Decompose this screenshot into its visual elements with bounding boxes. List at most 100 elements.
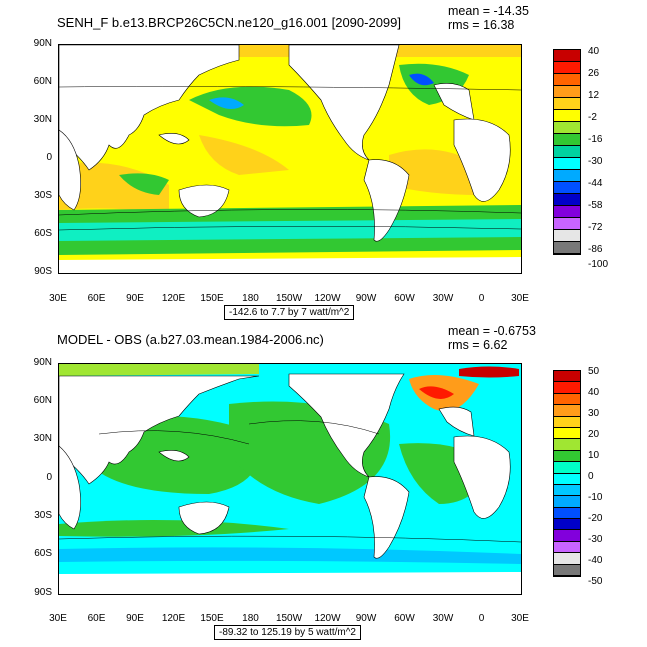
colorbar-label: -100 [588, 259, 609, 270]
colorbar-swatch [554, 371, 580, 383]
colorbar-label: 40 [588, 387, 600, 398]
gulf-stream-core [409, 73, 434, 86]
x-tick-label: 30E [511, 293, 529, 304]
x-tick-label: 60W [394, 613, 415, 624]
colorbar-swatch [554, 122, 580, 134]
colorbar-swatch [554, 134, 580, 146]
colorbar-label: -16 [588, 134, 603, 145]
colorbar-swatch [554, 553, 580, 565]
map-field [59, 364, 521, 594]
colorbar-swatch [554, 146, 580, 158]
x-tick-label: 90W [355, 293, 377, 304]
colorbar-label: -10 [588, 492, 603, 503]
southern-green [59, 520, 289, 537]
y-tick-label: 60N [33, 395, 52, 406]
x-tick-label: 30W [432, 613, 454, 624]
map-field [59, 45, 521, 273]
colorbar-label: 12 [588, 90, 600, 101]
x-tick-label: 120E [161, 293, 186, 304]
y-tick-label: 60S [34, 548, 52, 559]
colorbar-swatch [554, 110, 580, 122]
x-tick-label: 150E [200, 293, 224, 304]
colorbar-label: 0 [588, 471, 594, 482]
colorbar-swatch [554, 484, 580, 497]
mean-stat: mean = -14.35 [448, 4, 529, 18]
colorbar-swatch [554, 439, 580, 451]
x-tick-label: 120W [314, 293, 341, 304]
colorbar-swatch [554, 473, 580, 485]
chart-title: MODEL - OBS (a.b27.03.mean.1984-2006.nc) [57, 332, 324, 347]
chart-title: SENH_F b.e13.BRCP26C5CN.ne120_g16.001 [2… [57, 15, 402, 30]
colorbar-swatch [554, 194, 580, 206]
y-tick-label: 60S [34, 228, 52, 239]
colorbar [553, 370, 581, 578]
y-tick-label: 30N [33, 433, 52, 444]
x-tick-label: 90W [355, 613, 377, 624]
y-tick-label: 30N [33, 114, 52, 125]
kuroshio-core [209, 97, 244, 109]
contour-line [98, 430, 250, 445]
colorbar-swatch [554, 218, 580, 230]
y-tick-label: 30S [34, 190, 52, 201]
atlantic-warm [389, 149, 479, 195]
contour-line [248, 420, 380, 435]
south-america-land [363, 159, 410, 242]
x-tick-label: 0 [478, 613, 485, 624]
x-tick-label: 60W [394, 293, 415, 304]
x-tick-label: 180 [242, 613, 259, 624]
colorbar-swatch [554, 206, 580, 218]
arctic-green [59, 364, 259, 376]
australia-land [178, 184, 230, 218]
colorbar-swatch [554, 74, 580, 86]
australia-land [178, 501, 230, 535]
y-tick-label: 60N [33, 76, 52, 87]
colorbar-label: 20 [588, 429, 600, 440]
antarctica-land [59, 572, 521, 594]
y-tick-label: 90N [33, 357, 52, 368]
colorbar-swatch [554, 450, 580, 463]
x-tick-label: 30E [49, 293, 67, 304]
panel-senh-f: SENH_F b.e13.BRCP26C5CN.ne120_g16.001 [2… [0, 0, 647, 323]
panel-model-obs: MODEL - OBS (a.b27.03.mean.1984-2006.nc)… [0, 323, 647, 646]
x-tick-label: 0 [478, 293, 485, 304]
y-tick-label: 30S [34, 510, 52, 521]
colorbar-swatch [554, 405, 580, 417]
colorbar-swatch [554, 393, 580, 406]
contour-line [59, 86, 521, 91]
colorbar-swatch [554, 158, 580, 170]
colorbar-swatch [554, 98, 580, 110]
pacific-warm [199, 135, 289, 175]
colorbar-swatch [554, 62, 580, 74]
eurasia-africa-land [59, 375, 260, 485]
y-tick-label: 0 [46, 472, 52, 483]
rms-stat: rms = 16.38 [448, 18, 515, 32]
y-tick-label: 90S [34, 587, 52, 598]
x-tick-label: 60E [87, 613, 106, 624]
x-tick-label: 120W [314, 613, 341, 624]
x-tick-label: 150E [200, 613, 224, 624]
y-tick-label: 90N [33, 38, 52, 49]
colorbar-swatch [554, 519, 580, 531]
x-tick-label: 120E [161, 613, 186, 624]
colorbar-swatch [554, 242, 580, 254]
colorbar-label: 30 [588, 408, 600, 419]
colorbar-swatch [554, 382, 580, 394]
colorbar-swatch [554, 496, 580, 508]
colorbar-swatch [554, 182, 580, 194]
gulf-stream-hot [419, 386, 454, 399]
contour-line [59, 535, 521, 543]
colorbar-label: -58 [588, 200, 603, 211]
maritime-continent-land [158, 133, 190, 145]
map-plot [58, 44, 522, 274]
colorbar-label: 40 [588, 46, 600, 57]
indian-ocean-green [119, 173, 169, 195]
contour-line [59, 209, 521, 216]
rms-stat: rms = 6.62 [448, 338, 508, 352]
x-tick-label: 30E [49, 613, 67, 624]
colorbar-swatch [554, 427, 580, 440]
colorbar-label: 26 [588, 68, 600, 79]
colorbar-swatch [554, 530, 580, 542]
colorbar-swatch [554, 507, 580, 520]
colorbar-swatch [554, 541, 580, 554]
colorbar-label: -50 [588, 576, 603, 587]
